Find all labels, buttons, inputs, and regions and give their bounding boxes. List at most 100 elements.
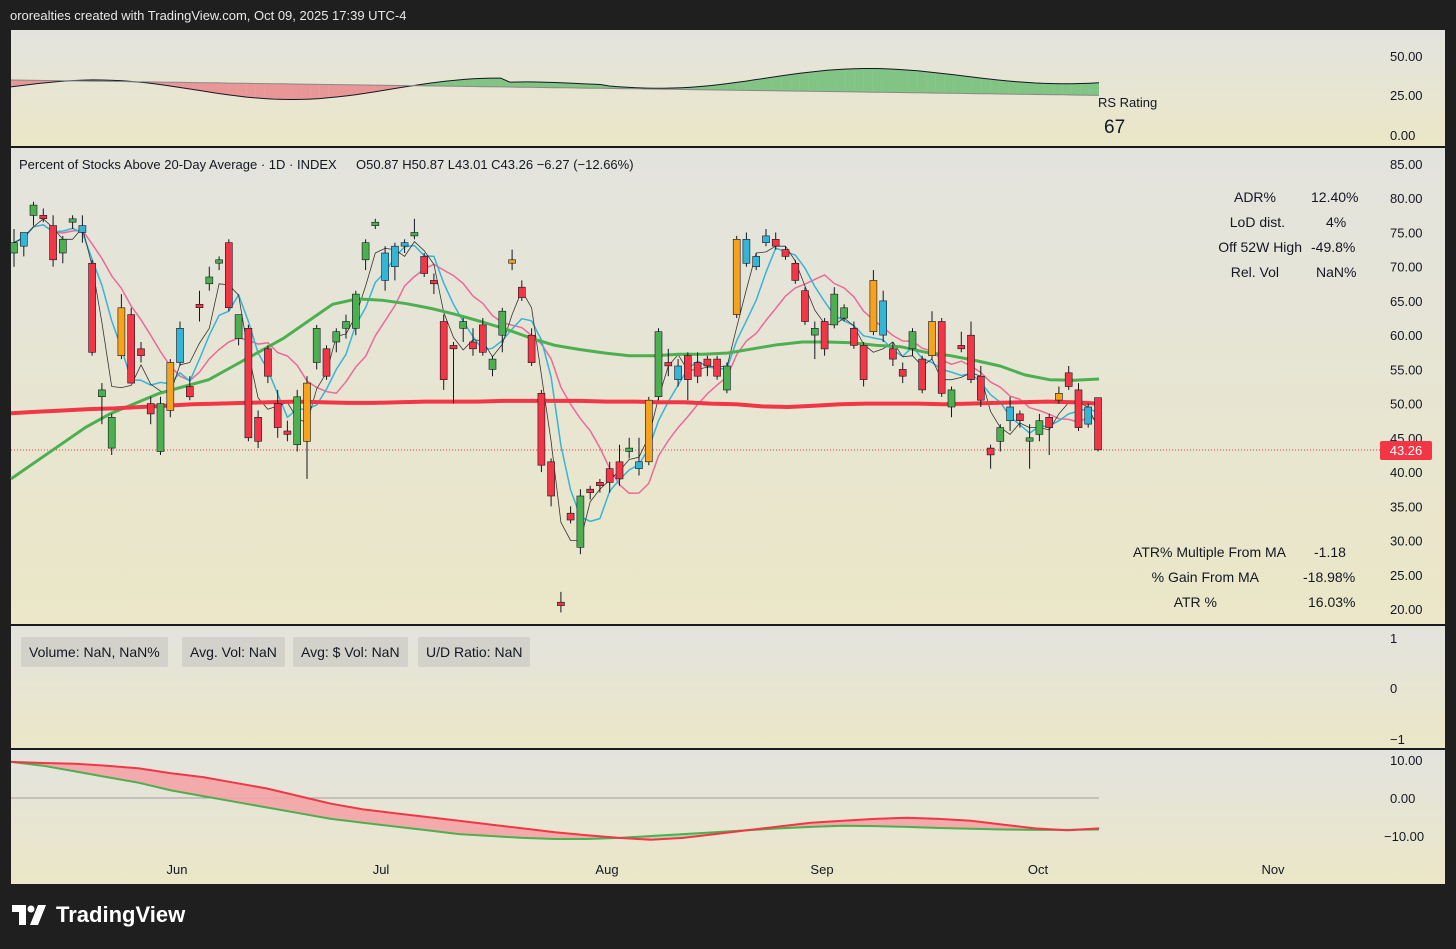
candle-body <box>361 242 370 261</box>
rs-tick: 0.00 <box>1390 128 1415 143</box>
osc-fill-segment <box>107 765 139 783</box>
volume-box: Volume: NaN, NaN% <box>21 637 168 667</box>
stat-label: ADR% <box>1234 189 1276 205</box>
candle-body <box>850 327 858 346</box>
candle-body <box>498 310 507 336</box>
candle-body <box>1006 406 1014 421</box>
rs-fill-segment <box>573 83 583 89</box>
candle-body <box>1084 406 1092 425</box>
tradingview-logo[interactable]: TradingView <box>12 902 185 928</box>
tradingview-logo-icon <box>12 905 46 925</box>
rs-fill-segment <box>246 83 256 98</box>
main-y-tick: 85.00 <box>1390 157 1423 172</box>
candle-body <box>1035 420 1044 435</box>
osc-fill-segment <box>907 817 939 829</box>
candle-body <box>215 259 223 264</box>
osc-fill-segment <box>75 763 107 778</box>
candle-body <box>723 365 731 391</box>
chart-title: Percent of Stocks Above 20-Day Average ·… <box>19 157 337 172</box>
rs-tick: 50.00 <box>1390 49 1423 64</box>
rs-fill-segment <box>536 82 546 88</box>
main-y-tick: 75.00 <box>1390 226 1423 241</box>
candle-body <box>820 321 829 350</box>
candle-body <box>771 239 780 247</box>
rs-fill-segment <box>1080 83 1090 96</box>
volume-tick: 0 <box>1390 681 1397 696</box>
candle-body <box>283 430 292 435</box>
candle-body <box>78 225 87 233</box>
rs-fill-segment <box>346 84 356 96</box>
candle-body <box>810 327 819 336</box>
rs-fill-segment <box>482 78 492 87</box>
atr-label: ATR% Multiple From MA <box>1133 544 1287 560</box>
candle-body <box>674 365 682 380</box>
osc-fill-segment <box>875 817 907 827</box>
candle-body <box>830 293 839 326</box>
candle-body <box>244 327 253 439</box>
candle-body <box>957 345 966 350</box>
candle-body <box>351 293 360 329</box>
atr-value: -18.98% <box>1303 569 1355 585</box>
main-y-tick: 80.00 <box>1390 191 1423 206</box>
candle-body <box>254 416 262 442</box>
ma-pink-line <box>13 224 1099 495</box>
candle-body <box>889 348 897 360</box>
candle-body <box>29 204 38 216</box>
candle-body <box>664 362 673 367</box>
rs-fill-segment <box>237 83 247 98</box>
candle-body <box>1055 392 1063 401</box>
rs-fill-segment <box>264 83 274 100</box>
rs-fill-segment <box>364 84 374 94</box>
rs-fill-segment <box>981 78 991 94</box>
candle-body <box>801 290 809 322</box>
atr-stats: ATR% Multiple From MA -1.18 % Gain From … <box>1133 544 1355 610</box>
rs-fill-segment <box>11 80 21 87</box>
rs-fill-segment <box>836 69 846 92</box>
rs-fill-segment <box>972 77 982 94</box>
candle-body <box>752 256 761 267</box>
osc-tick: −10.00 <box>1384 829 1424 844</box>
rs-fill-segment <box>201 82 211 93</box>
rs-fill-segment <box>963 75 973 94</box>
rs-fill-segment <box>781 74 791 92</box>
candle-body <box>625 447 634 452</box>
rs-fill-segment <box>790 73 800 92</box>
rs-fill-segment <box>899 69 909 93</box>
stat-value: -49.8% <box>1311 239 1355 255</box>
ma-green-line <box>10 297 1100 481</box>
candle-body <box>683 355 692 381</box>
x-tick: Jun <box>167 862 188 877</box>
candle-body <box>469 341 477 350</box>
candle-body <box>547 461 555 497</box>
candle-body <box>225 242 233 308</box>
stat-label: Rel. Vol <box>1231 264 1279 280</box>
candle-body <box>703 358 712 367</box>
candle-body <box>967 334 975 381</box>
chart-svg[interactable]: RS Rating 67 50.00 25.00 0.00 Percent of… <box>0 0 1456 895</box>
stats-table: ADR% 12.40% LoD dist. 4% Off 52W High -4… <box>1218 189 1358 280</box>
avg-dollar-volume-box: Avg: $ Vol: NaN <box>293 637 408 667</box>
main-y-tick: 60.00 <box>1390 328 1423 343</box>
main-y-tick: 55.00 <box>1390 362 1423 377</box>
rs-fill-segment <box>373 85 383 92</box>
rs-fill-segment <box>799 72 809 92</box>
atr-value: 16.03% <box>1308 594 1355 610</box>
rs-fill-segment <box>491 78 501 87</box>
rs-fill-segment <box>944 73 954 94</box>
rs-fill-segment <box>292 83 302 100</box>
rs-fill-segment <box>926 71 936 94</box>
candle-body <box>576 495 585 548</box>
candle-body <box>517 286 526 298</box>
rs-fill-segment <box>500 78 510 88</box>
candle-body <box>644 399 653 463</box>
osc-fill-segment <box>971 820 1003 830</box>
candle-body <box>605 468 614 483</box>
candle-body <box>840 307 848 319</box>
rs-fill-segment <box>1044 83 1054 95</box>
osc-fill-segment <box>395 813 427 831</box>
rs-fill-segment <box>718 83 728 91</box>
candle-body <box>146 403 155 415</box>
candle-body <box>791 262 800 281</box>
osc-fill-segment <box>939 818 971 829</box>
x-tick: Oct <box>1028 862 1049 877</box>
